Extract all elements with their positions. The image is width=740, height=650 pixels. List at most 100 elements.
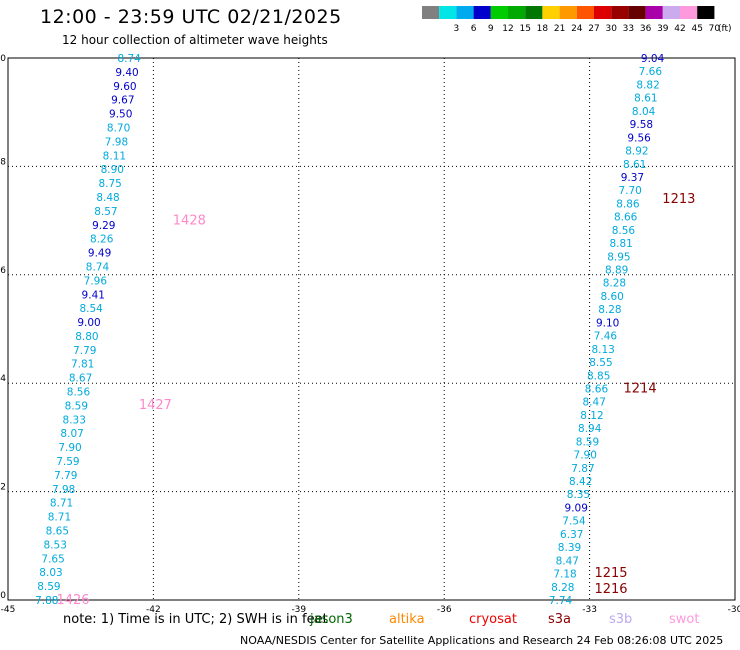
swh-value: 8.48 bbox=[96, 192, 119, 204]
swh-value: 7.98 bbox=[52, 484, 75, 496]
pass-label: 1214 bbox=[624, 382, 657, 397]
legend-swatch bbox=[576, 6, 594, 19]
lon-tick-label: -33 bbox=[582, 605, 597, 615]
swh-value: 8.81 bbox=[609, 238, 632, 250]
swh-value: 8.74 bbox=[117, 53, 141, 65]
swh-value: 8.03 bbox=[39, 567, 62, 579]
footer-note: note: 1) Time is in UTC; 2) SWH is in fe… bbox=[63, 612, 328, 627]
swh-value: 8.66 bbox=[614, 212, 638, 224]
swh-value: 9.58 bbox=[630, 119, 653, 131]
swh-value: 8.56 bbox=[67, 387, 91, 399]
lat-tick-label: 2 bbox=[0, 483, 6, 493]
lat-tick-label: 8 bbox=[0, 157, 6, 167]
legend-tick-label: 15 bbox=[519, 24, 530, 34]
swh-value: 9.41 bbox=[82, 289, 105, 301]
map-frame bbox=[7, 57, 736, 601]
swh-value: 8.47 bbox=[556, 555, 579, 567]
legend-tick-label: 42 bbox=[674, 24, 685, 34]
satellite-label-s3a: s3a bbox=[548, 612, 572, 627]
legend-tick-label: 21 bbox=[554, 24, 565, 34]
swh-value: 8.90 bbox=[101, 164, 124, 176]
satellite-label-cryosat: cryosat bbox=[469, 612, 517, 627]
lat-tick-label: 10 bbox=[0, 54, 6, 64]
swh-value: 8.65 bbox=[46, 526, 69, 538]
swh-value: 9.50 bbox=[109, 109, 132, 121]
swh-value: 8.28 bbox=[598, 304, 621, 316]
wave-height-map: -45 -42 -39 -36 -33 -30 0 2 4 6 8 10 7.88 8.59 8.03 7.6… bbox=[0, 53, 740, 615]
swh-value: 7.81 bbox=[71, 359, 94, 371]
pass-label: 1216 bbox=[594, 582, 627, 597]
lat-tick-label: 6 bbox=[0, 266, 6, 276]
swh-value: 8.11 bbox=[103, 150, 126, 162]
swh-value: 7.90 bbox=[574, 450, 597, 462]
swh-value: 8.04 bbox=[632, 106, 656, 118]
swh-value: 7.54 bbox=[562, 516, 586, 528]
swh-value: 9.10 bbox=[596, 317, 619, 329]
swh-value: 8.94 bbox=[578, 423, 602, 435]
lon-tick-label: -39 bbox=[291, 605, 306, 615]
swh-value: 7.98 bbox=[105, 136, 128, 148]
map-title: 12:00 - 23:59 UTC 02/21/2025 bbox=[40, 6, 342, 28]
lon-tick-label: -42 bbox=[146, 605, 161, 615]
legend-tick-label: 70 bbox=[709, 24, 721, 34]
legend-tick-label: 9 bbox=[488, 24, 494, 34]
satellite-label-jason3: jason3 bbox=[310, 612, 353, 627]
swh-value: 7.70 bbox=[618, 185, 641, 197]
swh-value: 8.59 bbox=[37, 581, 60, 593]
satellite-label-swot: swot bbox=[669, 612, 700, 627]
swh-value: 8.13 bbox=[591, 344, 614, 356]
swh-value: 9.00 bbox=[77, 317, 100, 329]
swh-value: 8.71 bbox=[48, 512, 71, 524]
swh-value: 8.59 bbox=[576, 436, 599, 448]
swh-value: 8.92 bbox=[625, 146, 648, 158]
swh-value: 9.56 bbox=[627, 132, 651, 144]
swh-value: 7.96 bbox=[84, 275, 108, 287]
legend-tick-label: 30 bbox=[605, 24, 617, 34]
swh-value: 8.80 bbox=[75, 331, 98, 343]
swh-value: 9.29 bbox=[92, 220, 115, 232]
swh-value: 9.37 bbox=[621, 172, 644, 184]
swh-value: 7.18 bbox=[553, 569, 576, 581]
swh-value: 9.40 bbox=[115, 67, 138, 79]
swh-value: 8.60 bbox=[600, 291, 623, 303]
credit-line: NOAA/NESDIS Center for Satellite Applica… bbox=[240, 634, 724, 647]
swh-value: 7.65 bbox=[41, 553, 64, 565]
legend-tick-label: 24 bbox=[571, 24, 583, 34]
legend-tick-label: 6 bbox=[471, 24, 477, 34]
legend-swatch bbox=[697, 6, 715, 19]
swh-value: 8.53 bbox=[44, 539, 67, 551]
swh-value: 7.74 bbox=[549, 595, 573, 607]
swh-value: 8.55 bbox=[589, 357, 612, 369]
legend-swatch bbox=[525, 6, 543, 19]
swh-value: 9.60 bbox=[113, 81, 136, 93]
swh-value: 9.09 bbox=[565, 502, 588, 514]
legend-tick-label: 18 bbox=[537, 24, 549, 34]
lon-tick-label: -30 bbox=[728, 605, 740, 615]
swh-value: 6.37 bbox=[560, 529, 583, 541]
pass-label: 1428 bbox=[173, 214, 206, 229]
pass-label: 1213 bbox=[662, 192, 695, 207]
swh-value: 7.79 bbox=[54, 470, 77, 482]
swh-value: 8.82 bbox=[636, 79, 659, 91]
swh-value: 8.26 bbox=[90, 234, 114, 246]
swh-value: 8.42 bbox=[569, 476, 592, 488]
swh-value: 8.57 bbox=[94, 206, 117, 218]
swh-value: 8.86 bbox=[616, 198, 640, 210]
swh-value: 8.95 bbox=[607, 251, 630, 263]
swh-value: 8.33 bbox=[63, 414, 86, 426]
swh-value: 8.85 bbox=[587, 370, 610, 382]
swh-value: 8.12 bbox=[580, 410, 603, 422]
swh-value: 8.47 bbox=[583, 397, 606, 409]
swh-value: 7.46 bbox=[594, 331, 618, 343]
swh-value: 8.71 bbox=[50, 498, 73, 510]
legend-swatch bbox=[645, 6, 663, 19]
legend-swatch bbox=[628, 6, 646, 19]
legend-swatch bbox=[594, 6, 612, 19]
swh-value: 8.74 bbox=[86, 261, 110, 273]
swh-value: 9.04 bbox=[641, 53, 665, 65]
lat-tick-label: 0 bbox=[0, 591, 6, 601]
swh-value: 8.56 bbox=[612, 225, 636, 237]
satellite-label-altika: altika bbox=[389, 612, 425, 627]
legend-unit: (ft) bbox=[718, 24, 732, 34]
swh-value: 8.67 bbox=[69, 373, 92, 385]
